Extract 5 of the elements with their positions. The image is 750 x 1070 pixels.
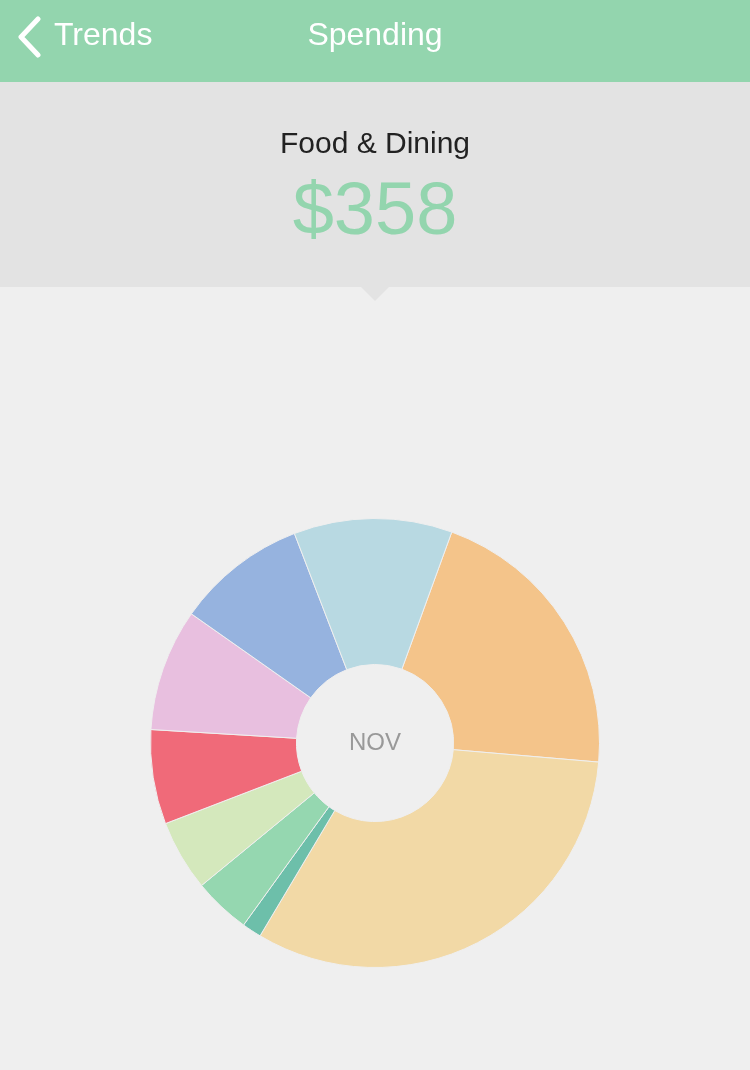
text: NOV [348, 728, 402, 756]
text: $358 [291, 166, 459, 251]
chart-subtitle: Food & Dining [278, 126, 472, 160]
chart-title: Spending [307, 16, 443, 52]
text: Trends [54, 16, 153, 53]
